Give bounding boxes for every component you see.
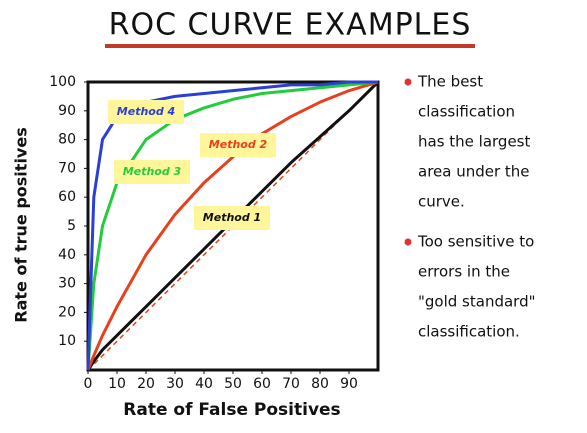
x-tick-label: 80 [311, 376, 329, 392]
series-label: Method 1 [203, 211, 261, 224]
y-tick-label: 40 [58, 247, 76, 263]
x-tick-label: 60 [253, 376, 271, 392]
x-tick-label: 30 [166, 376, 184, 392]
y-tick-label: 20 [58, 304, 76, 320]
x-tick-label: 20 [137, 376, 155, 392]
y-tick-label: 90 [58, 103, 76, 119]
series-label: Method 2 [209, 138, 268, 151]
bullet-dot [404, 238, 412, 246]
bullet-text: errors in the [418, 263, 510, 281]
y-tick-label: 60 [58, 189, 76, 205]
y-tick-label: 100 [49, 74, 76, 90]
bullet-text: The best [417, 73, 483, 91]
series-label-box [200, 133, 276, 157]
x-tick-label: 70 [282, 376, 300, 392]
x-tick-label: 90 [340, 376, 358, 392]
roc-curve [86, 80, 378, 371]
series-label-box [194, 206, 270, 230]
y-tick-label: 10 [58, 333, 76, 349]
roc-curve [86, 80, 379, 371]
series-label-box [108, 100, 184, 124]
x-tick-label: 10 [108, 376, 126, 392]
bullet-text: Too sensitive to [417, 233, 534, 251]
bullet-dot [404, 78, 412, 86]
series-label-box [114, 160, 190, 184]
bullet-text: curve. [418, 193, 465, 211]
x-tick-label: 0 [84, 376, 93, 392]
roc-curve [86, 80, 379, 371]
x-tick-label: 50 [224, 376, 242, 392]
y-axis-label: Rate of true positives [12, 127, 31, 322]
y-tick-label: 80 [58, 132, 76, 148]
y-tick-label: 5 [67, 218, 76, 234]
chart-title: ROC CURVE EXAMPLES [109, 8, 472, 43]
y-tick-label: 70 [58, 160, 76, 176]
bullet-text: classification [418, 103, 515, 121]
roc-curve [86, 80, 380, 371]
y-tick-label: 30 [58, 276, 76, 292]
x-tick-label: 40 [195, 376, 213, 392]
series-label: Method 4 [117, 105, 175, 118]
series-label: Method 3 [123, 165, 182, 178]
bullet-text: classification. [418, 323, 520, 341]
bullet-text: has the largest [418, 133, 530, 151]
x-axis-label: Rate of False Positives [123, 400, 340, 420]
bullet-text: "gold standard" [418, 293, 536, 311]
bullet-text: area under the [418, 163, 530, 181]
